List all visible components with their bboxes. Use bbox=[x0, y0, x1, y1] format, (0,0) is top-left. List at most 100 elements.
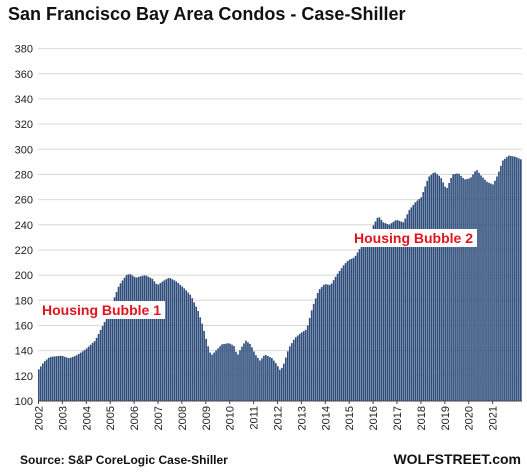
bar bbox=[478, 172, 480, 401]
bar bbox=[197, 311, 199, 401]
bar bbox=[229, 343, 231, 401]
bar bbox=[292, 339, 295, 401]
bar bbox=[187, 292, 190, 401]
y-tick-label: 360 bbox=[15, 69, 33, 81]
bar bbox=[298, 333, 301, 401]
bar bbox=[269, 357, 271, 401]
bar bbox=[350, 258, 353, 401]
bar bbox=[225, 343, 227, 401]
bar bbox=[444, 186, 446, 401]
bar bbox=[306, 325, 309, 401]
bar bbox=[288, 346, 291, 401]
bar bbox=[145, 275, 148, 401]
bar bbox=[137, 276, 140, 401]
bar bbox=[119, 283, 122, 401]
bar bbox=[59, 355, 62, 401]
x-tick-label: 2018 bbox=[416, 406, 428, 430]
bar bbox=[277, 366, 279, 401]
bar bbox=[99, 329, 102, 401]
bar bbox=[243, 343, 245, 401]
bar bbox=[95, 337, 98, 401]
bar bbox=[462, 178, 464, 401]
bar bbox=[436, 174, 438, 401]
bar bbox=[111, 302, 114, 401]
bar bbox=[215, 350, 217, 401]
bar bbox=[259, 360, 261, 401]
y-tick-label: 380 bbox=[15, 44, 33, 56]
bar bbox=[358, 249, 361, 401]
bar bbox=[231, 344, 233, 401]
bar bbox=[241, 346, 243, 401]
bar bbox=[482, 177, 484, 401]
y-tick-label: 300 bbox=[15, 144, 33, 156]
bar bbox=[484, 179, 486, 401]
y-tick-label: 120 bbox=[15, 371, 33, 383]
bar bbox=[296, 335, 299, 401]
bar bbox=[374, 221, 377, 401]
bar bbox=[89, 344, 92, 401]
bar bbox=[163, 280, 166, 401]
bar bbox=[510, 155, 512, 401]
bar bbox=[175, 281, 178, 401]
y-tick-label: 200 bbox=[15, 270, 33, 282]
bar bbox=[448, 183, 450, 401]
bar bbox=[442, 182, 444, 401]
bar bbox=[458, 173, 460, 401]
bar bbox=[127, 274, 130, 401]
bar bbox=[75, 355, 78, 401]
bar bbox=[139, 276, 142, 401]
bar bbox=[133, 276, 136, 401]
bar bbox=[71, 356, 74, 401]
bar bbox=[203, 330, 205, 401]
bar bbox=[424, 186, 427, 401]
bar bbox=[41, 363, 44, 401]
bar bbox=[402, 222, 405, 401]
bar bbox=[486, 181, 488, 401]
bar bbox=[384, 223, 387, 401]
bar bbox=[147, 276, 150, 401]
bar bbox=[165, 279, 168, 401]
x-tick-label: 2017 bbox=[392, 406, 404, 430]
bar bbox=[115, 292, 118, 401]
bar-series bbox=[38, 155, 522, 401]
bar bbox=[233, 346, 235, 401]
bar bbox=[420, 197, 423, 401]
bar bbox=[275, 363, 277, 401]
x-tick-label: 2014 bbox=[320, 406, 332, 430]
bar bbox=[418, 198, 421, 401]
bar bbox=[466, 178, 468, 401]
bar bbox=[380, 219, 383, 401]
bar bbox=[227, 343, 229, 401]
annotation-housing-bubble-1: Housing Bubble 1 bbox=[38, 301, 165, 319]
bar bbox=[500, 165, 502, 401]
y-tick-label: 260 bbox=[15, 195, 33, 207]
bar bbox=[207, 346, 209, 401]
bar bbox=[352, 257, 355, 401]
bar bbox=[460, 175, 462, 401]
annotation-housing-bubble-2: Housing Bubble 2 bbox=[350, 229, 477, 247]
x-tick-label: 2013 bbox=[296, 406, 308, 430]
bar bbox=[67, 358, 70, 401]
bar bbox=[464, 179, 466, 401]
x-tick-label: 2004 bbox=[81, 406, 93, 430]
bar bbox=[167, 278, 170, 401]
x-tick-label: 2003 bbox=[57, 406, 69, 430]
bar bbox=[310, 310, 313, 401]
bar bbox=[342, 265, 345, 401]
bar bbox=[372, 225, 375, 401]
bar bbox=[422, 192, 425, 401]
bar bbox=[468, 178, 470, 401]
bar bbox=[368, 235, 371, 401]
x-tick-label: 2015 bbox=[344, 406, 356, 430]
bar bbox=[392, 221, 395, 401]
bar bbox=[281, 367, 283, 401]
bar bbox=[344, 263, 347, 401]
bar bbox=[382, 222, 385, 401]
bar bbox=[326, 284, 329, 401]
bar bbox=[131, 275, 134, 401]
bar bbox=[73, 356, 76, 401]
x-tick-label: 2019 bbox=[440, 406, 452, 430]
bar bbox=[65, 357, 68, 401]
bar bbox=[77, 353, 80, 401]
bar bbox=[273, 360, 275, 401]
